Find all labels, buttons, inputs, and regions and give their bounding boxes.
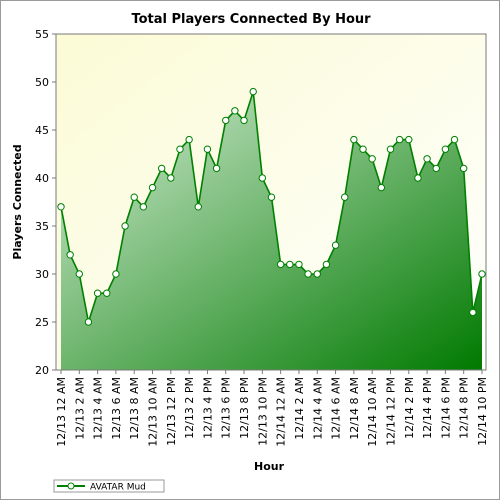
- y-tick-label: 35: [35, 220, 49, 233]
- x-tick-label: 12/14 4 AM: [311, 377, 324, 440]
- data-point: [368, 155, 376, 163]
- data-point: [441, 145, 450, 153]
- y-tick-label: 30: [35, 268, 49, 281]
- legend-box: [53, 479, 165, 493]
- data-point: [93, 289, 102, 297]
- data-point: [405, 135, 413, 144]
- x-tick-label: 12/13 12 AM: [55, 377, 68, 447]
- chart-title: Total Players Connected By Hour: [131, 12, 371, 27]
- x-tick-label: 12/13 2 PM: [183, 377, 196, 439]
- data-point: [57, 203, 65, 211]
- y-tick-label: 25: [35, 316, 49, 329]
- x-tick-label: 12/14 4 PM: [421, 377, 434, 439]
- data-point: [295, 260, 303, 269]
- data-point: [139, 203, 148, 211]
- data-point: [478, 270, 486, 278]
- data-point: [423, 155, 431, 163]
- x-tick-label: 12/13 8 AM: [128, 377, 141, 440]
- y-tick-label: 45: [35, 124, 49, 137]
- data-point: [341, 193, 349, 201]
- x-tick-label: 12/14 12 AM: [275, 377, 288, 447]
- data-point: [84, 318, 93, 326]
- data-point: [121, 222, 129, 230]
- y-tick-label: 55: [35, 28, 49, 41]
- x-tick-label: 12/13 12 PM: [165, 377, 178, 446]
- data-point: [276, 260, 285, 269]
- data-point: [249, 87, 257, 96]
- x-tick-label: 12/14 10 AM: [366, 377, 379, 447]
- data-point: [359, 145, 367, 153]
- x-tick-label: 12/14 2 AM: [293, 377, 306, 440]
- x-tick-label: 12/13 6 PM: [220, 377, 233, 439]
- data-point: [267, 193, 276, 201]
- data-point: [176, 145, 184, 153]
- data-point: [460, 164, 468, 173]
- x-tick-label: 12/14 6 AM: [330, 377, 343, 440]
- data-point: [322, 260, 331, 269]
- plot-border: [55, 33, 487, 371]
- data-point: [112, 270, 120, 278]
- data-point: [75, 270, 84, 278]
- data-point: [194, 203, 202, 211]
- x-axis-title: Hour: [254, 460, 285, 473]
- data-point: [167, 174, 175, 182]
- data-point: [185, 135, 193, 144]
- x-tick-label: 12/13 4 PM: [201, 377, 214, 439]
- y-tick-label: 40: [35, 172, 49, 185]
- series-area: [61, 91, 482, 370]
- x-tick-label: 12/14 10 PM: [476, 377, 489, 446]
- data-point: [377, 183, 386, 192]
- data-point: [148, 183, 157, 192]
- data-point: [450, 135, 459, 144]
- data-point: [414, 174, 422, 182]
- data-point: [395, 135, 404, 144]
- x-tick-label: 12/13 10 AM: [147, 377, 160, 447]
- data-point: [203, 145, 212, 153]
- legend-marker: [67, 482, 75, 490]
- data-point: [304, 270, 312, 278]
- data-point: [432, 164, 440, 173]
- data-point: [240, 116, 248, 125]
- data-point: [469, 308, 477, 317]
- data-point: [258, 174, 267, 182]
- x-tick-label: 12/13 6 AM: [110, 377, 123, 440]
- data-point: [212, 164, 221, 173]
- y-axis-title: Players Connected: [11, 144, 24, 259]
- x-tick-label: 12/13 10 PM: [256, 377, 269, 446]
- legend-label: AVATAR Mud: [90, 483, 146, 493]
- data-point: [231, 107, 239, 115]
- data-point: [286, 260, 294, 269]
- legend: AVATAR Mud: [53, 479, 165, 493]
- data-point: [103, 289, 111, 297]
- x-tick-label: 12/14 12 PM: [384, 377, 397, 446]
- data-point: [157, 164, 166, 173]
- x-tick-label: 12/14 6 PM: [439, 377, 452, 439]
- data-point: [331, 241, 340, 249]
- x-tick-label: 12/14 2 PM: [403, 377, 416, 439]
- x-tick-label: 12/14 8 PM: [458, 377, 471, 439]
- data-point: [313, 270, 321, 278]
- data-point: [222, 116, 230, 125]
- x-tick-label: 12/14 8 AM: [348, 377, 361, 440]
- data-point: [66, 251, 74, 259]
- data-point: [350, 135, 358, 144]
- x-tick-label: 12/13 2 AM: [73, 377, 86, 440]
- x-tick-label: 12/13 8 PM: [238, 377, 251, 439]
- y-tick-label: 20: [35, 364, 49, 377]
- data-point: [130, 193, 138, 201]
- y-tick-label: 50: [35, 76, 49, 89]
- data-point: [386, 145, 395, 153]
- x-tick-label: 12/13 4 AM: [92, 377, 105, 440]
